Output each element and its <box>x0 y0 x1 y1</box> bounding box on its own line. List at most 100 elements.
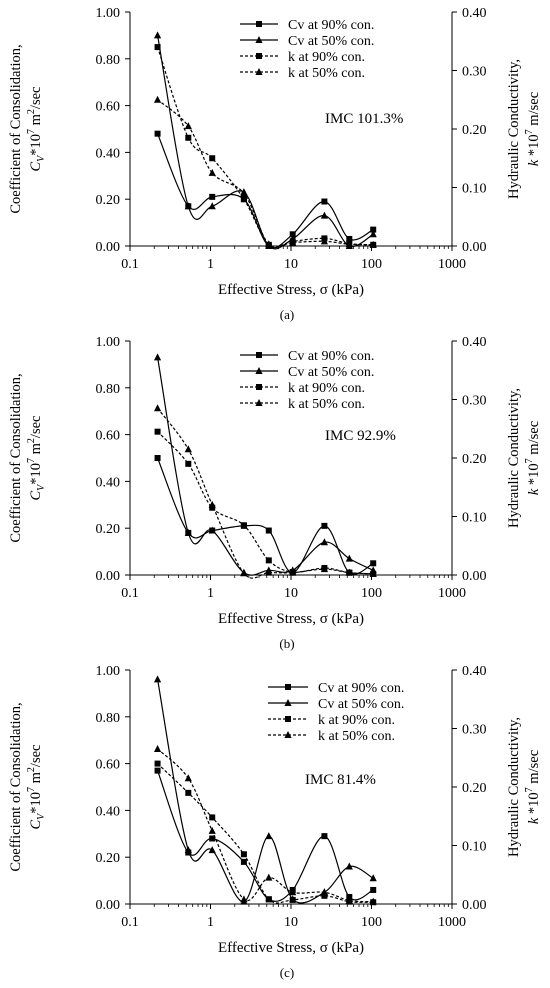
data-point <box>321 833 328 840</box>
x-tick-label: 10 <box>284 586 298 601</box>
data-point <box>369 897 377 905</box>
chart-panel-a: 0.1 1 10 100 1000 0.00 0.20 0.40 0.60 0.80 1.00 0.0… <box>0 0 550 329</box>
series-4 <box>153 744 377 905</box>
data-point <box>320 237 329 245</box>
data-point <box>289 896 296 903</box>
data-point <box>321 892 328 899</box>
data-point <box>208 826 216 834</box>
data-point <box>208 168 216 176</box>
legend-marker <box>284 731 292 738</box>
series-line <box>156 357 374 576</box>
x-axis-label: Effective Stress, σ (kPa) <box>218 282 364 298</box>
legend-marker <box>285 716 291 722</box>
data-point <box>185 460 192 467</box>
y-left-tick-label: 0.60 <box>96 100 121 115</box>
chart-c: 0.1 1 10 100 1000 0.00 0.20 0.40 0.60 0.80 1.00 0.0… <box>8 664 542 980</box>
y-right-tick-label: 0.30 <box>462 723 487 738</box>
panel-label: (c) <box>280 965 294 980</box>
x-tick-label: 1 <box>207 257 214 272</box>
y-left-tick-label: 0.00 <box>96 898 121 913</box>
legend-label: k at 50% con. <box>288 397 365 412</box>
y-right-tick-label: 0.10 <box>462 511 487 526</box>
data-point <box>184 202 192 210</box>
legend-marker <box>255 68 263 75</box>
legend-marker <box>255 399 263 406</box>
legend-label: k at 50% con. <box>288 66 365 81</box>
chart-b: 0.1 1 10 100 1000 0.00 0.20 0.40 0.60 0.80 1.00 0.0… <box>8 335 542 651</box>
y-left-tick-label: 0.60 <box>96 758 121 773</box>
y-right-tick-label: 0.40 <box>462 664 487 679</box>
data-point <box>153 353 162 361</box>
data-point <box>240 196 247 203</box>
y-left-tick-label: 0.40 <box>96 146 121 161</box>
series-line <box>156 35 374 250</box>
legend-label: Cv at 50% con. <box>318 697 404 712</box>
data-point <box>265 832 273 840</box>
y-left-tick-label: 0.00 <box>96 240 121 255</box>
legend-marker <box>255 367 263 374</box>
y-left-tick-label: 0.20 <box>96 522 121 537</box>
y-right-tick-label: 0.30 <box>462 394 487 409</box>
y-left-tick-label: 0.20 <box>96 851 121 866</box>
data-point <box>240 569 248 577</box>
data-point <box>320 565 329 573</box>
chart-panel-c: 0.1 1 10 100 1000 0.00 0.20 0.40 0.60 0.80 1.00 0.0… <box>0 658 550 987</box>
data-point <box>369 874 377 882</box>
data-point <box>240 895 248 903</box>
x-axis-label: Effective Stress, σ (kPa) <box>218 611 364 627</box>
data-point <box>345 568 353 576</box>
data-point <box>370 886 377 893</box>
y-right-tick-label: 0.40 <box>462 6 487 21</box>
chart-a: 0.1 1 10 100 1000 0.00 0.20 0.40 0.60 0.80 1.00 0.0… <box>8 6 542 322</box>
data-point <box>321 522 328 529</box>
y-left-tick-label: 1.00 <box>96 664 121 679</box>
legend-marker <box>284 699 292 706</box>
y-left-tick-label: 0.40 <box>96 475 121 490</box>
y-left-tick-label: 0.20 <box>96 193 121 208</box>
data-point <box>208 500 216 508</box>
data-point <box>208 846 216 854</box>
y-left-tick-label: 0.60 <box>96 429 121 444</box>
data-point <box>345 896 353 904</box>
y-left-tick-label: 0.80 <box>96 53 121 68</box>
x-tick-label: 1000 <box>438 915 466 930</box>
data-point <box>320 888 329 896</box>
y-right-tick-label: 0.00 <box>462 240 487 255</box>
legend-label: Cv at 50% con. <box>288 34 374 49</box>
legend-label: Cv at 90% con. <box>288 18 374 33</box>
data-point <box>184 445 192 453</box>
legend-label: Cv at 90% con. <box>318 681 404 696</box>
legend-marker <box>256 352 262 358</box>
y-left-axis-label: Coefficient of Consolidation, CV*107 m2/s… <box>8 373 47 542</box>
y-right-tick-label: 0.00 <box>462 898 487 913</box>
series-line <box>157 99 374 249</box>
x-tick-label: 100 <box>361 257 382 272</box>
data-point <box>370 560 377 567</box>
x-tick-label: 1 <box>207 915 214 930</box>
series-1 <box>154 130 377 249</box>
legend-marker <box>256 53 262 59</box>
x-tick-label: 100 <box>361 915 382 930</box>
data-point <box>289 888 297 896</box>
data-point <box>153 744 162 752</box>
series-1 <box>154 455 377 576</box>
data-point <box>240 522 247 529</box>
y-right-tick-label: 0.10 <box>462 840 487 855</box>
data-point <box>154 130 161 137</box>
y-right-tick-label: 0.40 <box>462 335 487 350</box>
data-point <box>265 568 273 576</box>
x-tick-label: 1000 <box>438 257 466 272</box>
data-point <box>345 862 353 870</box>
data-point <box>209 814 216 821</box>
legend-marker <box>256 384 262 390</box>
data-point <box>346 235 353 242</box>
legend-label: Cv at 90% con. <box>288 349 374 364</box>
series-line <box>157 457 374 575</box>
legend-label: k at 90% con. <box>288 381 365 396</box>
data-point <box>208 526 216 534</box>
annotation-label: IMC 101.3% <box>325 111 403 127</box>
y-right-tick-label: 0.20 <box>462 123 487 138</box>
data-point <box>240 851 247 858</box>
x-tick-label: 0.1 <box>121 586 139 601</box>
y-right-axis-label: Hydraulic Conductivity, k *107 m/sec <box>506 59 542 199</box>
